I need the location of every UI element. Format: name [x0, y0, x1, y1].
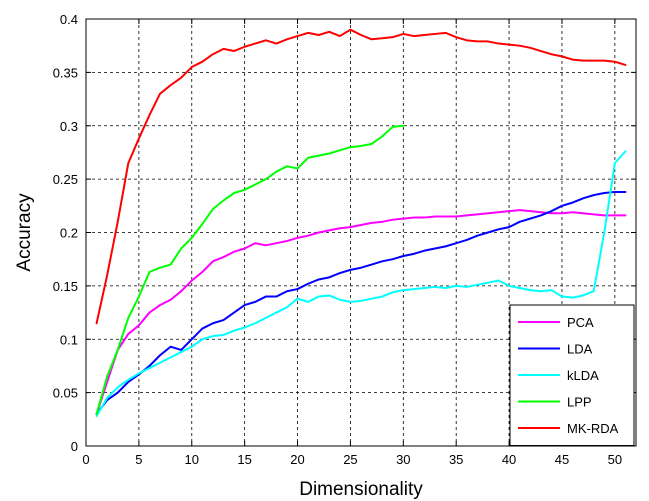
y-tick-label: 0.15 [53, 279, 78, 294]
series-line-lpp [95, 124, 405, 415]
y-tick-label: 0.25 [53, 172, 78, 187]
x-tick-label: 5 [135, 452, 142, 467]
x-tick-label: 50 [608, 452, 622, 467]
series-line-lda [95, 190, 627, 415]
y-tick-label: 0.35 [53, 65, 78, 80]
y-tick-label: 0 [71, 439, 78, 454]
x-tick-label: 45 [555, 452, 569, 467]
x-axis-label: Dimensionality [299, 479, 423, 500]
legend-label-mk-rda: MK-RDA [567, 421, 619, 436]
x-tick-label: 10 [185, 452, 199, 467]
x-tick-label: 15 [237, 452, 251, 467]
y-tick-label: 0.4 [60, 12, 78, 27]
y-tick-label: 0.1 [60, 332, 78, 347]
x-tick-label: 0 [82, 452, 89, 467]
legend-label-klda: kLDA [567, 368, 599, 383]
legend-label-lda: LDA [567, 342, 593, 357]
x-tick-label: 40 [502, 452, 516, 467]
y-tick-label: 0.3 [60, 119, 78, 134]
series-line-mk-rda [95, 28, 627, 325]
legend-label-pca: PCA [567, 315, 594, 330]
y-axis-label: Accuracy [14, 193, 35, 272]
y-tick-label: 0.2 [60, 226, 78, 241]
series-layer [95, 28, 627, 418]
legend-label-lpp: LPP [567, 395, 592, 410]
legend: PCA LDA kLDA LPP MK-RDA [509, 304, 635, 446]
series-line-klda [95, 150, 627, 418]
y-tick-labels: 0 0.05 0.1 0.15 0.2 0.25 0.3 0.35 0.4 [53, 12, 78, 454]
x-tick-label: 30 [396, 452, 410, 467]
x-tick-label: 35 [449, 452, 463, 467]
y-tick-label: 0.05 [53, 386, 78, 401]
x-tick-labels: 0 5 10 15 20 25 30 35 40 45 50 [82, 452, 622, 467]
series-line-pca [95, 209, 627, 415]
x-tick-label: 20 [290, 452, 304, 467]
x-tick-label: 25 [343, 452, 357, 467]
